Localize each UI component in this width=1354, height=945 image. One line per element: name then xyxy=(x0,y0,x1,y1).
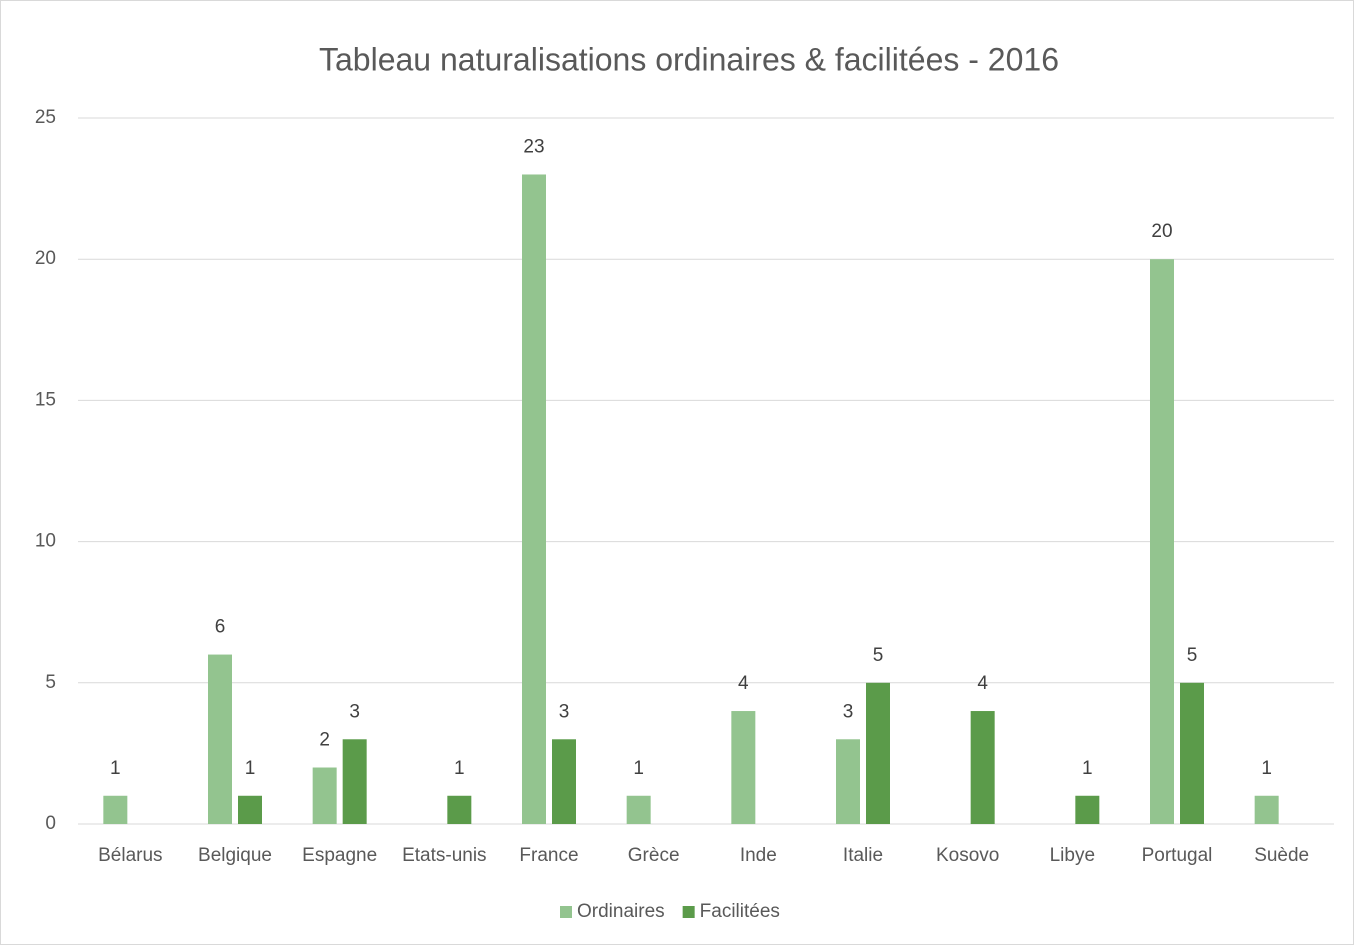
bar xyxy=(312,767,337,824)
bar xyxy=(1075,795,1100,824)
y-tick-label: 0 xyxy=(45,813,56,834)
x-tick-label: Kosovo xyxy=(936,845,999,866)
x-tick-label: Bélarus xyxy=(98,845,162,866)
bar xyxy=(552,739,576,824)
bar xyxy=(342,739,367,824)
data-label: 6 xyxy=(215,617,226,638)
x-tick-label: Italie xyxy=(843,845,883,866)
bar xyxy=(836,739,860,824)
data-label: 1 xyxy=(1261,758,1272,779)
y-tick-label: 20 xyxy=(35,248,56,269)
data-label: 1 xyxy=(454,758,465,779)
legend-label: Ordinaires xyxy=(577,901,665,922)
x-tick-label: Inde xyxy=(740,845,777,866)
x-tick-label: Suède xyxy=(1254,845,1309,866)
bar xyxy=(1180,682,1204,824)
x-tick-label: Belgique xyxy=(198,845,272,866)
data-label: 1 xyxy=(245,758,256,779)
bar xyxy=(1150,259,1174,824)
y-tick-label: 10 xyxy=(35,531,56,552)
legend-swatch xyxy=(682,906,695,918)
y-tick-label: 5 xyxy=(45,672,56,693)
bar xyxy=(238,795,262,824)
y-tick-label: 25 xyxy=(35,107,56,128)
data-label: 1 xyxy=(1082,758,1093,779)
data-label: 23 xyxy=(523,136,544,157)
x-tick-label: Espagne xyxy=(302,845,377,866)
data-label: 2 xyxy=(319,730,330,751)
data-label: 1 xyxy=(633,758,644,779)
chart-title: Tableau naturalisations ordinaires & fac… xyxy=(319,41,1059,77)
bar xyxy=(208,654,232,824)
data-label: 3 xyxy=(559,701,570,722)
x-tick-label: France xyxy=(519,845,578,866)
legend-swatch xyxy=(560,906,572,918)
bar xyxy=(866,682,890,824)
legend-label: Facilitées xyxy=(700,901,780,922)
x-tick-label: Portugal xyxy=(1142,845,1213,866)
x-tick-label: Etats-unis xyxy=(402,845,486,866)
data-label: 4 xyxy=(977,673,988,694)
data-label: 20 xyxy=(1151,221,1172,242)
data-label: 5 xyxy=(873,645,884,666)
bar xyxy=(522,174,546,825)
x-tick-label: Libye xyxy=(1050,845,1095,866)
data-label: 3 xyxy=(843,701,854,722)
y-tick-label: 15 xyxy=(35,389,56,410)
data-label: 4 xyxy=(738,673,749,694)
data-label: 1 xyxy=(110,758,121,779)
bar xyxy=(447,795,472,824)
bar xyxy=(626,795,651,824)
bar xyxy=(731,711,756,824)
bar xyxy=(103,795,128,824)
x-tick-label: Grèce xyxy=(628,845,680,866)
data-label: 5 xyxy=(1187,645,1198,666)
data-label: 3 xyxy=(349,701,360,722)
bar xyxy=(1254,795,1279,824)
bar xyxy=(970,711,995,824)
